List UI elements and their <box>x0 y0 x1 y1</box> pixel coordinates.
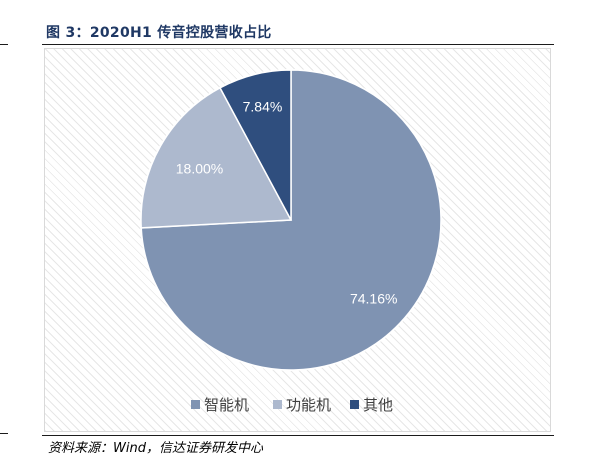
legend-label-1: 智能机 <box>204 396 249 414</box>
legend-swatch-3 <box>350 400 359 409</box>
slice-label-3: 7.84% <box>243 99 283 115</box>
bottom-rule <box>42 435 554 436</box>
figure-title: 图 3：2020H1 传音控股营收占比 <box>46 25 272 41</box>
legend-label-3: 其他 <box>363 396 393 414</box>
title-rule <box>42 44 554 45</box>
left-margin-rule-top <box>0 44 8 45</box>
slice-label-1: 74.16% <box>350 290 397 306</box>
legend-swatch-2 <box>273 400 282 409</box>
legend-label-2: 功能机 <box>286 396 331 414</box>
pie-slice-3 <box>219 69 292 221</box>
source-note: 资料来源：Wind，信达证券研发中心 <box>48 441 263 456</box>
pie-slice-2 <box>140 86 293 229</box>
slice-label-2: 18.00% <box>176 160 223 176</box>
left-margin-rule-bottom <box>0 433 8 434</box>
legend-swatch-1 <box>191 400 200 409</box>
